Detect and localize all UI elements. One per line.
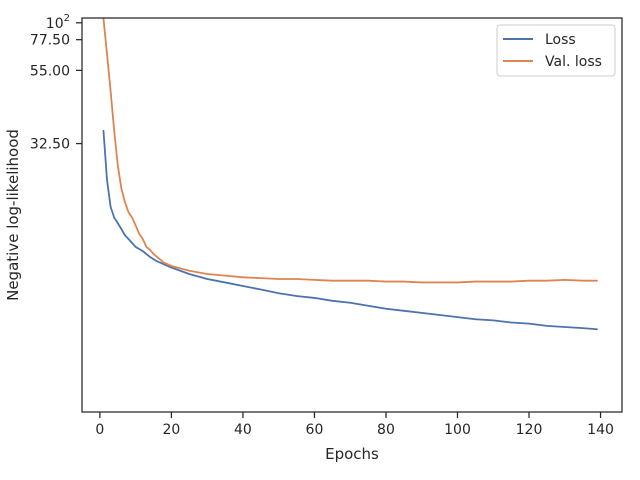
x-tick-label: 40	[234, 422, 252, 438]
x-tick-label: 80	[377, 422, 395, 438]
legend-label-val-loss: Val. loss	[545, 54, 602, 70]
x-tick-label: 0	[95, 422, 104, 438]
x-tick-label: 100	[444, 422, 471, 438]
legend: Loss Val. loss	[496, 24, 616, 77]
x-tick-label: 20	[162, 422, 180, 438]
series-line-loss	[102, 129, 598, 331]
y-tick-label: 77.50	[30, 33, 70, 49]
y-tick-label: 102	[46, 13, 70, 32]
series-layer	[102, 17, 598, 331]
y-tick-label: 32.50	[30, 137, 70, 153]
x-tick-label: 60	[306, 422, 324, 438]
x-axis-label: Epochs	[325, 445, 379, 463]
legend-label-loss: Loss	[545, 32, 576, 48]
plot-background	[82, 18, 622, 412]
y-axis-label: Negative log-likelihood	[4, 129, 22, 301]
x-tick-label: 120	[516, 422, 543, 438]
series-line-val-loss	[102, 17, 598, 284]
plot-frame	[81, 17, 623, 413]
x-tick-label: 140	[587, 422, 614, 438]
legend-box	[496, 24, 616, 77]
y-tick-label: 55.00	[30, 63, 70, 79]
